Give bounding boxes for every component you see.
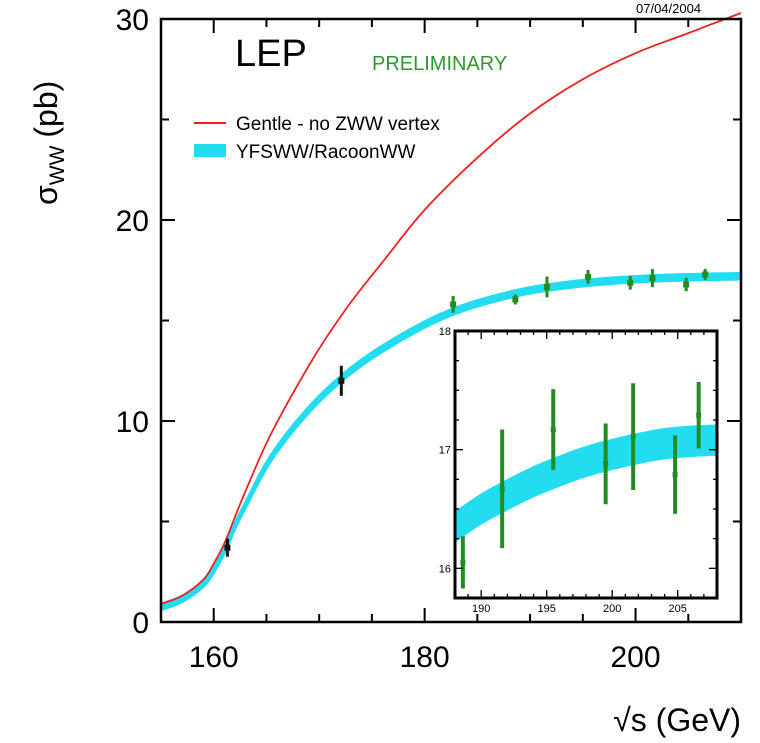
data-point bbox=[512, 296, 519, 303]
y-tick-label: 20 bbox=[116, 205, 149, 238]
prediction-line bbox=[160, 12, 742, 605]
data-point bbox=[603, 461, 609, 467]
y-tick-label: 16 bbox=[439, 563, 451, 575]
data-point bbox=[702, 271, 709, 278]
data-point bbox=[649, 275, 656, 282]
main-data-points-layer bbox=[224, 268, 709, 557]
svg-text:σWW(pb): σWW (pb) bbox=[28, 81, 69, 205]
y-axis-subscript: WW bbox=[46, 145, 69, 185]
x-tick-label: 205 bbox=[669, 603, 687, 615]
data-point bbox=[550, 426, 556, 432]
y-axis-symbol: σ bbox=[28, 185, 64, 205]
main-lines-layer bbox=[160, 12, 742, 605]
data-point bbox=[338, 377, 345, 384]
x-axis-title: √s (GeV) bbox=[613, 702, 741, 738]
data-point bbox=[696, 412, 702, 418]
main-axis-ticks: 160 180 200 0 10 20 30 bbox=[116, 4, 742, 674]
x-tick-label: 200 bbox=[603, 603, 621, 615]
date-label: 07/04/2004 bbox=[636, 1, 701, 16]
data-point bbox=[627, 279, 634, 286]
data-point bbox=[450, 301, 457, 308]
preliminary-label: PRELIMINARY bbox=[372, 53, 507, 75]
data-point bbox=[585, 273, 592, 280]
y-tick-label: 30 bbox=[116, 4, 149, 37]
inset-data-points-layer bbox=[460, 382, 702, 589]
x-tick-label: 190 bbox=[472, 603, 490, 615]
x-tick-label: 160 bbox=[189, 641, 239, 674]
data-point bbox=[630, 434, 636, 440]
y-tick-label: 18 bbox=[439, 326, 451, 338]
y-tick-label: 10 bbox=[116, 406, 149, 439]
x-tick-label: 180 bbox=[400, 641, 450, 674]
data-point bbox=[543, 283, 550, 290]
data-point bbox=[672, 472, 678, 478]
legend-swatch-yfsww bbox=[194, 144, 226, 157]
x-tick-label: 195 bbox=[538, 603, 556, 615]
y-axis-title: σWW (pb) bbox=[28, 81, 69, 205]
inset-axis-ticks: 190 195 200 205 16 17 18 bbox=[439, 326, 718, 615]
experiment-label: LEP bbox=[235, 33, 307, 75]
y-axis-unit: (pb) bbox=[28, 81, 64, 138]
data-point bbox=[499, 486, 505, 492]
x-tick-label: 200 bbox=[611, 641, 661, 674]
legend: Gentle - no ZWW vertex YFSWW/RacoonWW bbox=[194, 114, 440, 163]
y-tick-label: 17 bbox=[439, 445, 451, 457]
y-tick-label: 0 bbox=[132, 607, 149, 640]
legend-label-yfsww: YFSWW/RacoonWW bbox=[236, 142, 416, 163]
data-point bbox=[460, 559, 466, 565]
data-point bbox=[224, 544, 231, 551]
legend-label-gentle: Gentle - no ZWW vertex bbox=[236, 114, 440, 135]
data-point bbox=[683, 281, 690, 288]
